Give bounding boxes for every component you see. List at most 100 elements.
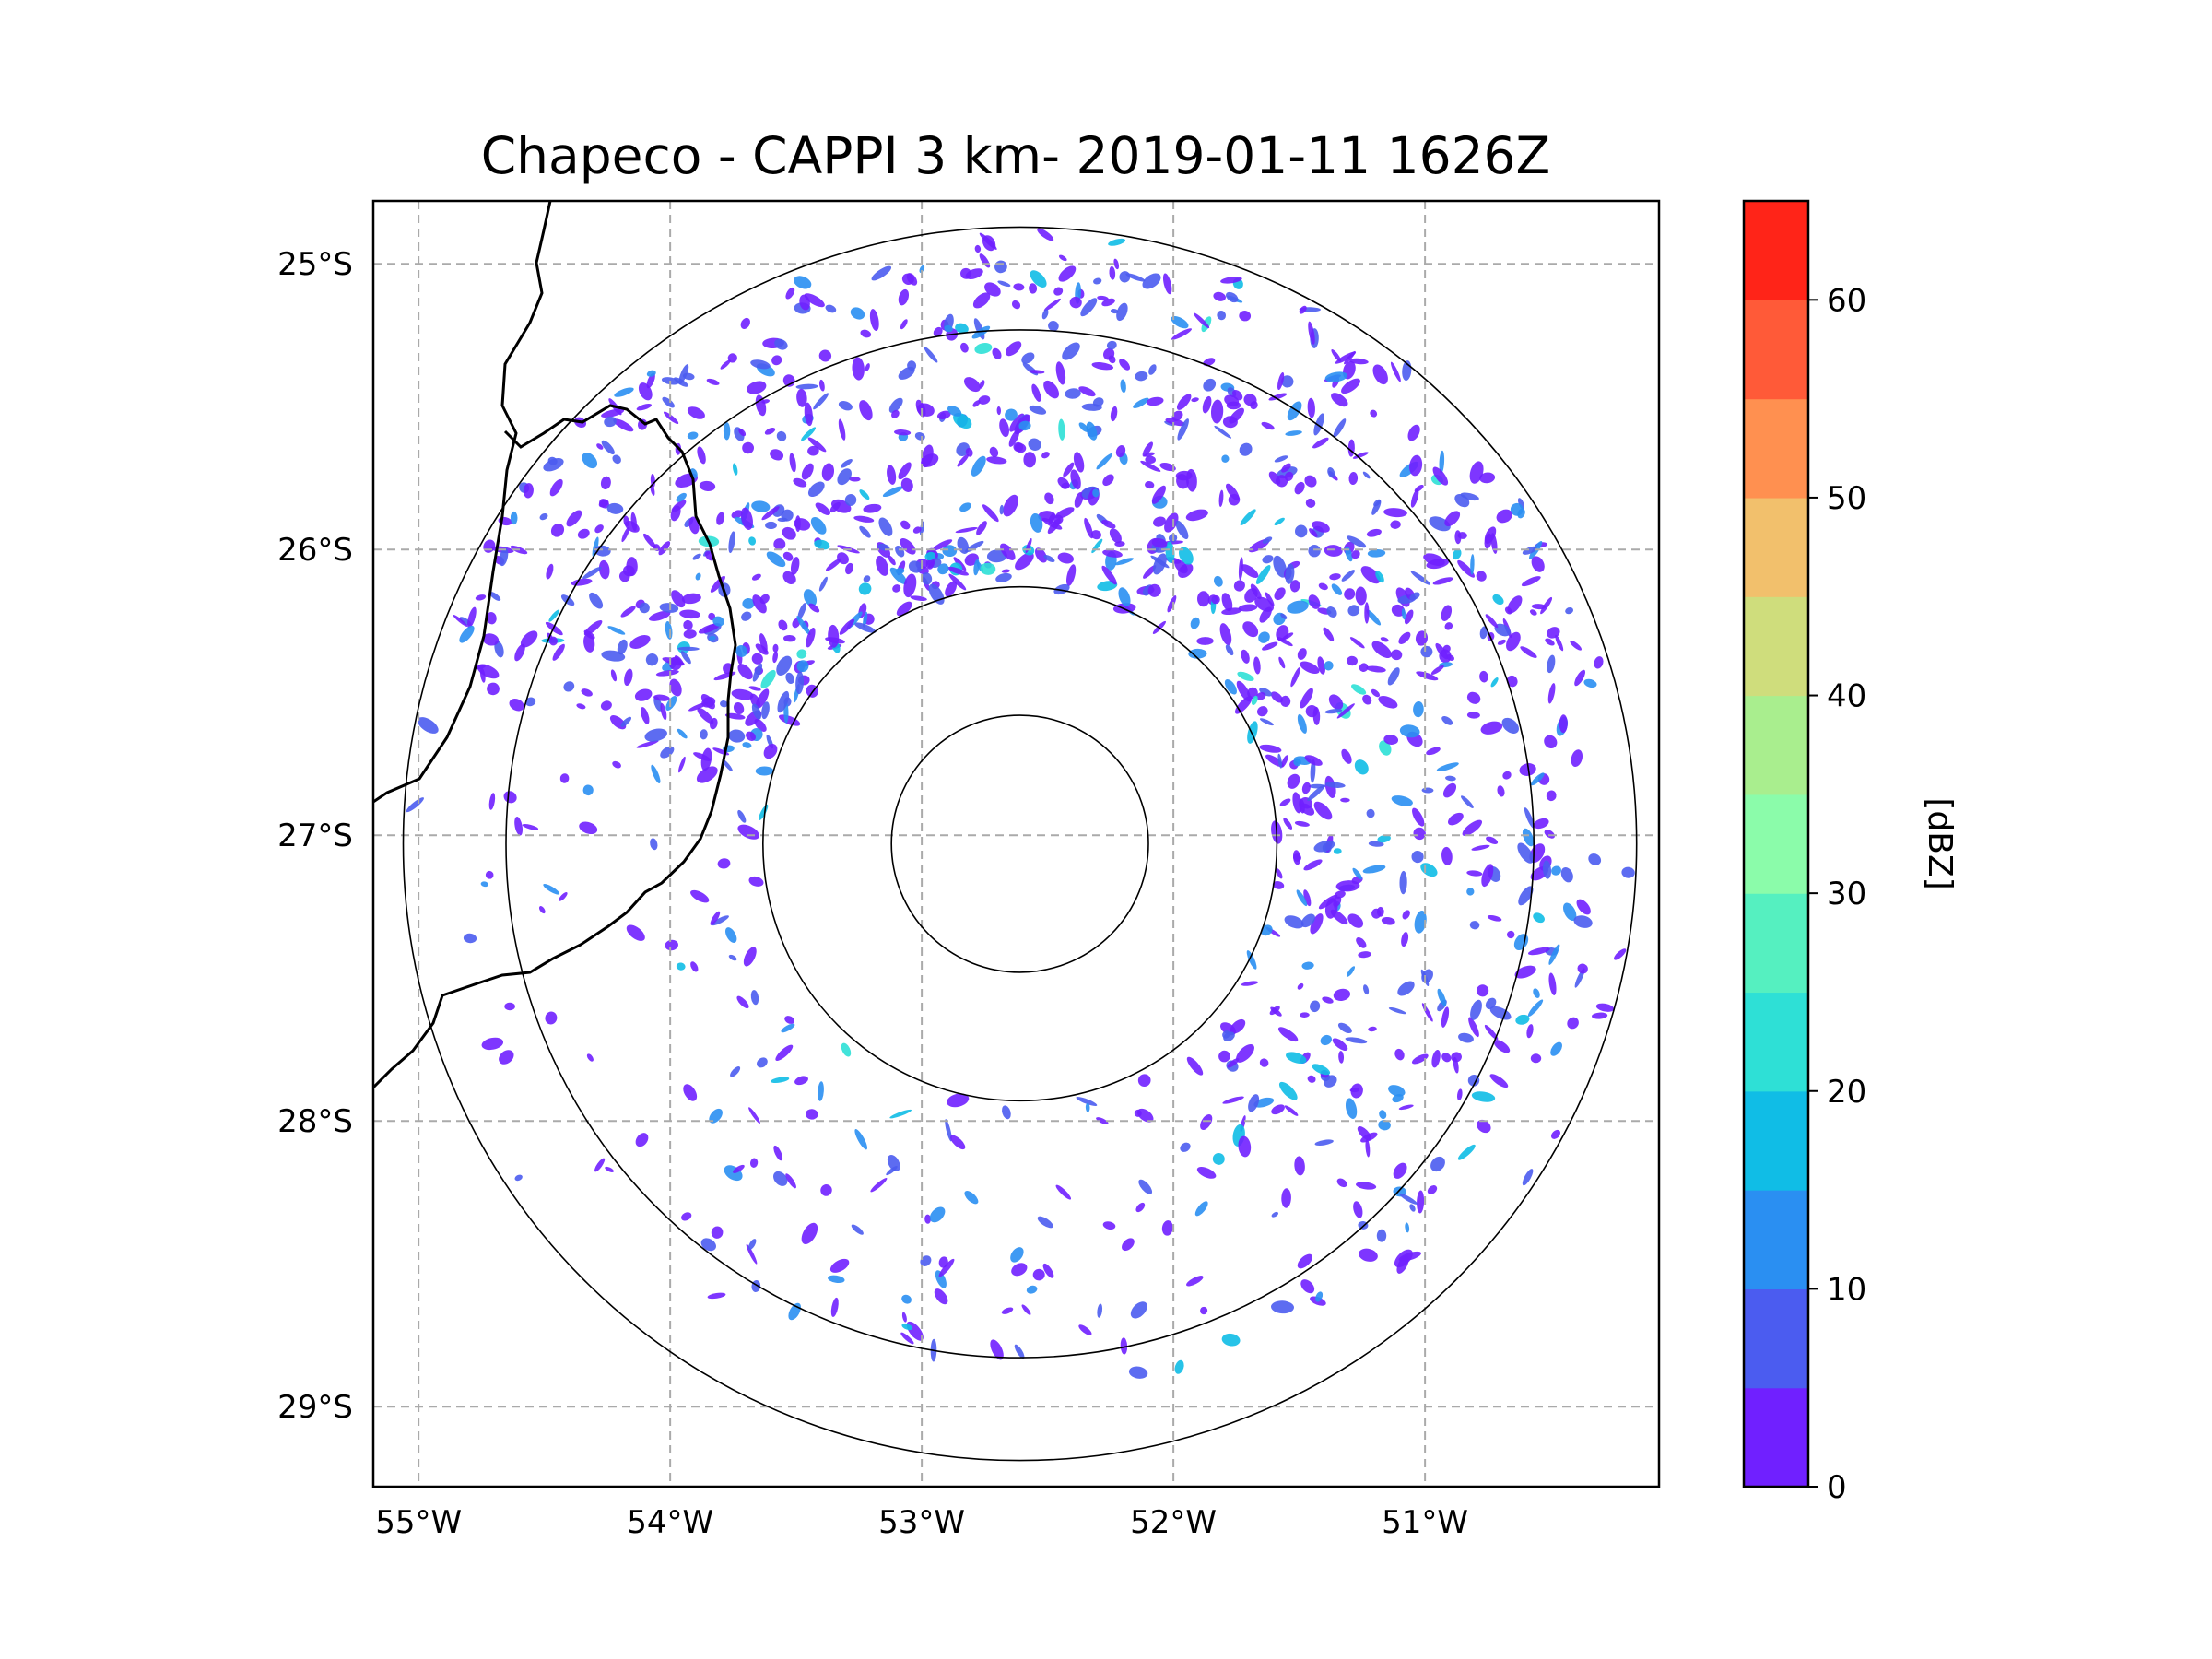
echo-cell <box>1337 1022 1352 1034</box>
echo-cell <box>642 533 656 548</box>
echo-cell <box>1026 1285 1038 1294</box>
echo-cell <box>559 892 568 901</box>
echo-cell <box>459 625 475 643</box>
echo-cell <box>830 501 841 513</box>
echo-cell <box>720 700 728 708</box>
echo-cell <box>853 515 875 523</box>
echo-cell <box>891 409 900 418</box>
echo-cell <box>1504 606 1512 615</box>
echo-cell <box>765 521 777 530</box>
echo-cell <box>1576 899 1591 915</box>
echo-cell <box>1331 393 1348 407</box>
echo-cell <box>1196 591 1210 607</box>
echo-cell <box>751 653 763 665</box>
echo-cell <box>670 505 681 522</box>
echo-cell <box>796 660 809 673</box>
echo-cell <box>747 381 767 394</box>
echo-cell <box>1280 613 1288 619</box>
echo-cell <box>1151 485 1166 504</box>
echo-cell <box>737 809 747 823</box>
echo-cell <box>701 697 716 708</box>
lat-tick-label: 25°S <box>277 246 353 283</box>
echo-cell <box>1409 1204 1416 1212</box>
echo-cell <box>1297 648 1307 660</box>
echo-cell <box>924 347 938 363</box>
echo-cell <box>1147 396 1164 406</box>
echo-cell <box>1300 913 1315 928</box>
echo-cell <box>801 463 814 480</box>
echo-cell <box>1360 566 1381 584</box>
echo-cell <box>1140 460 1161 472</box>
echo-cell <box>1196 637 1214 645</box>
echo-cell <box>999 504 1005 515</box>
echo-cell <box>1304 475 1317 488</box>
echo-cell <box>731 510 743 519</box>
echo-cell <box>921 453 939 467</box>
echo-cell <box>1214 425 1231 439</box>
echo-cell <box>1226 483 1240 501</box>
echo-cell <box>1405 1222 1410 1233</box>
echo-cell <box>620 606 636 618</box>
echo-cell <box>934 1288 948 1305</box>
colorbar-segment <box>1744 992 1808 1092</box>
echo-cell <box>1324 708 1343 714</box>
echo-cell <box>1179 547 1194 565</box>
echo-cell <box>1355 1182 1377 1190</box>
echo-cell <box>1362 471 1371 479</box>
map-background <box>373 201 1659 1487</box>
echo-cell <box>806 627 816 648</box>
echo-cell <box>763 744 778 759</box>
echo-cell <box>1514 965 1536 979</box>
echo-cell <box>996 406 1002 416</box>
echo-cell <box>742 742 752 748</box>
echo-cell <box>680 651 691 665</box>
echo-cell <box>1378 1120 1391 1131</box>
echo-cell <box>1476 984 1489 997</box>
echo-cell <box>1035 547 1047 563</box>
echo-cell <box>598 500 609 508</box>
echo-cell <box>1441 715 1453 725</box>
echo-cell <box>749 1158 759 1168</box>
echo-cell <box>818 349 832 362</box>
echo-cell <box>750 990 759 1006</box>
echo-cell <box>819 379 825 392</box>
echo-cell <box>655 669 679 677</box>
echo-cell <box>736 995 749 1009</box>
echo-cell <box>1297 1253 1313 1269</box>
echo-cell <box>748 1107 760 1124</box>
echo-cell <box>796 388 807 407</box>
echo-cell <box>1135 371 1148 382</box>
echo-cell <box>1030 270 1047 288</box>
echo-cell <box>711 1226 724 1239</box>
echo-cell <box>1185 509 1208 522</box>
echo-cell <box>807 445 819 456</box>
echo-cell <box>1188 648 1207 659</box>
echo-cell <box>417 717 439 734</box>
echo-cell <box>1074 491 1084 509</box>
echo-cell <box>712 616 724 627</box>
echo-cell <box>1277 753 1283 769</box>
echo-cell <box>1349 637 1365 649</box>
echo-cell <box>1551 865 1561 876</box>
echo-cell <box>781 1023 795 1033</box>
echo-cell <box>889 567 908 585</box>
echo-cell <box>1308 594 1321 609</box>
echo-cell <box>1251 695 1258 706</box>
echo-cell <box>1416 671 1439 681</box>
echo-cell <box>828 624 840 648</box>
echo-cell <box>828 1275 845 1284</box>
echo-cell <box>1401 608 1406 620</box>
echo-cell <box>1517 498 1525 510</box>
echo-cell <box>976 521 987 535</box>
echo-cell <box>1002 1105 1011 1120</box>
echo-cell <box>742 441 754 454</box>
echo-cell <box>1547 654 1556 674</box>
echo-cell <box>1354 759 1369 775</box>
echo-cell <box>1379 1110 1387 1120</box>
echo-cell <box>1297 713 1307 734</box>
echo-cell <box>1285 430 1302 436</box>
echo-cell <box>1414 484 1424 492</box>
echo-cell <box>1058 265 1077 282</box>
echo-cell <box>942 545 958 558</box>
echo-cell <box>1177 418 1189 441</box>
